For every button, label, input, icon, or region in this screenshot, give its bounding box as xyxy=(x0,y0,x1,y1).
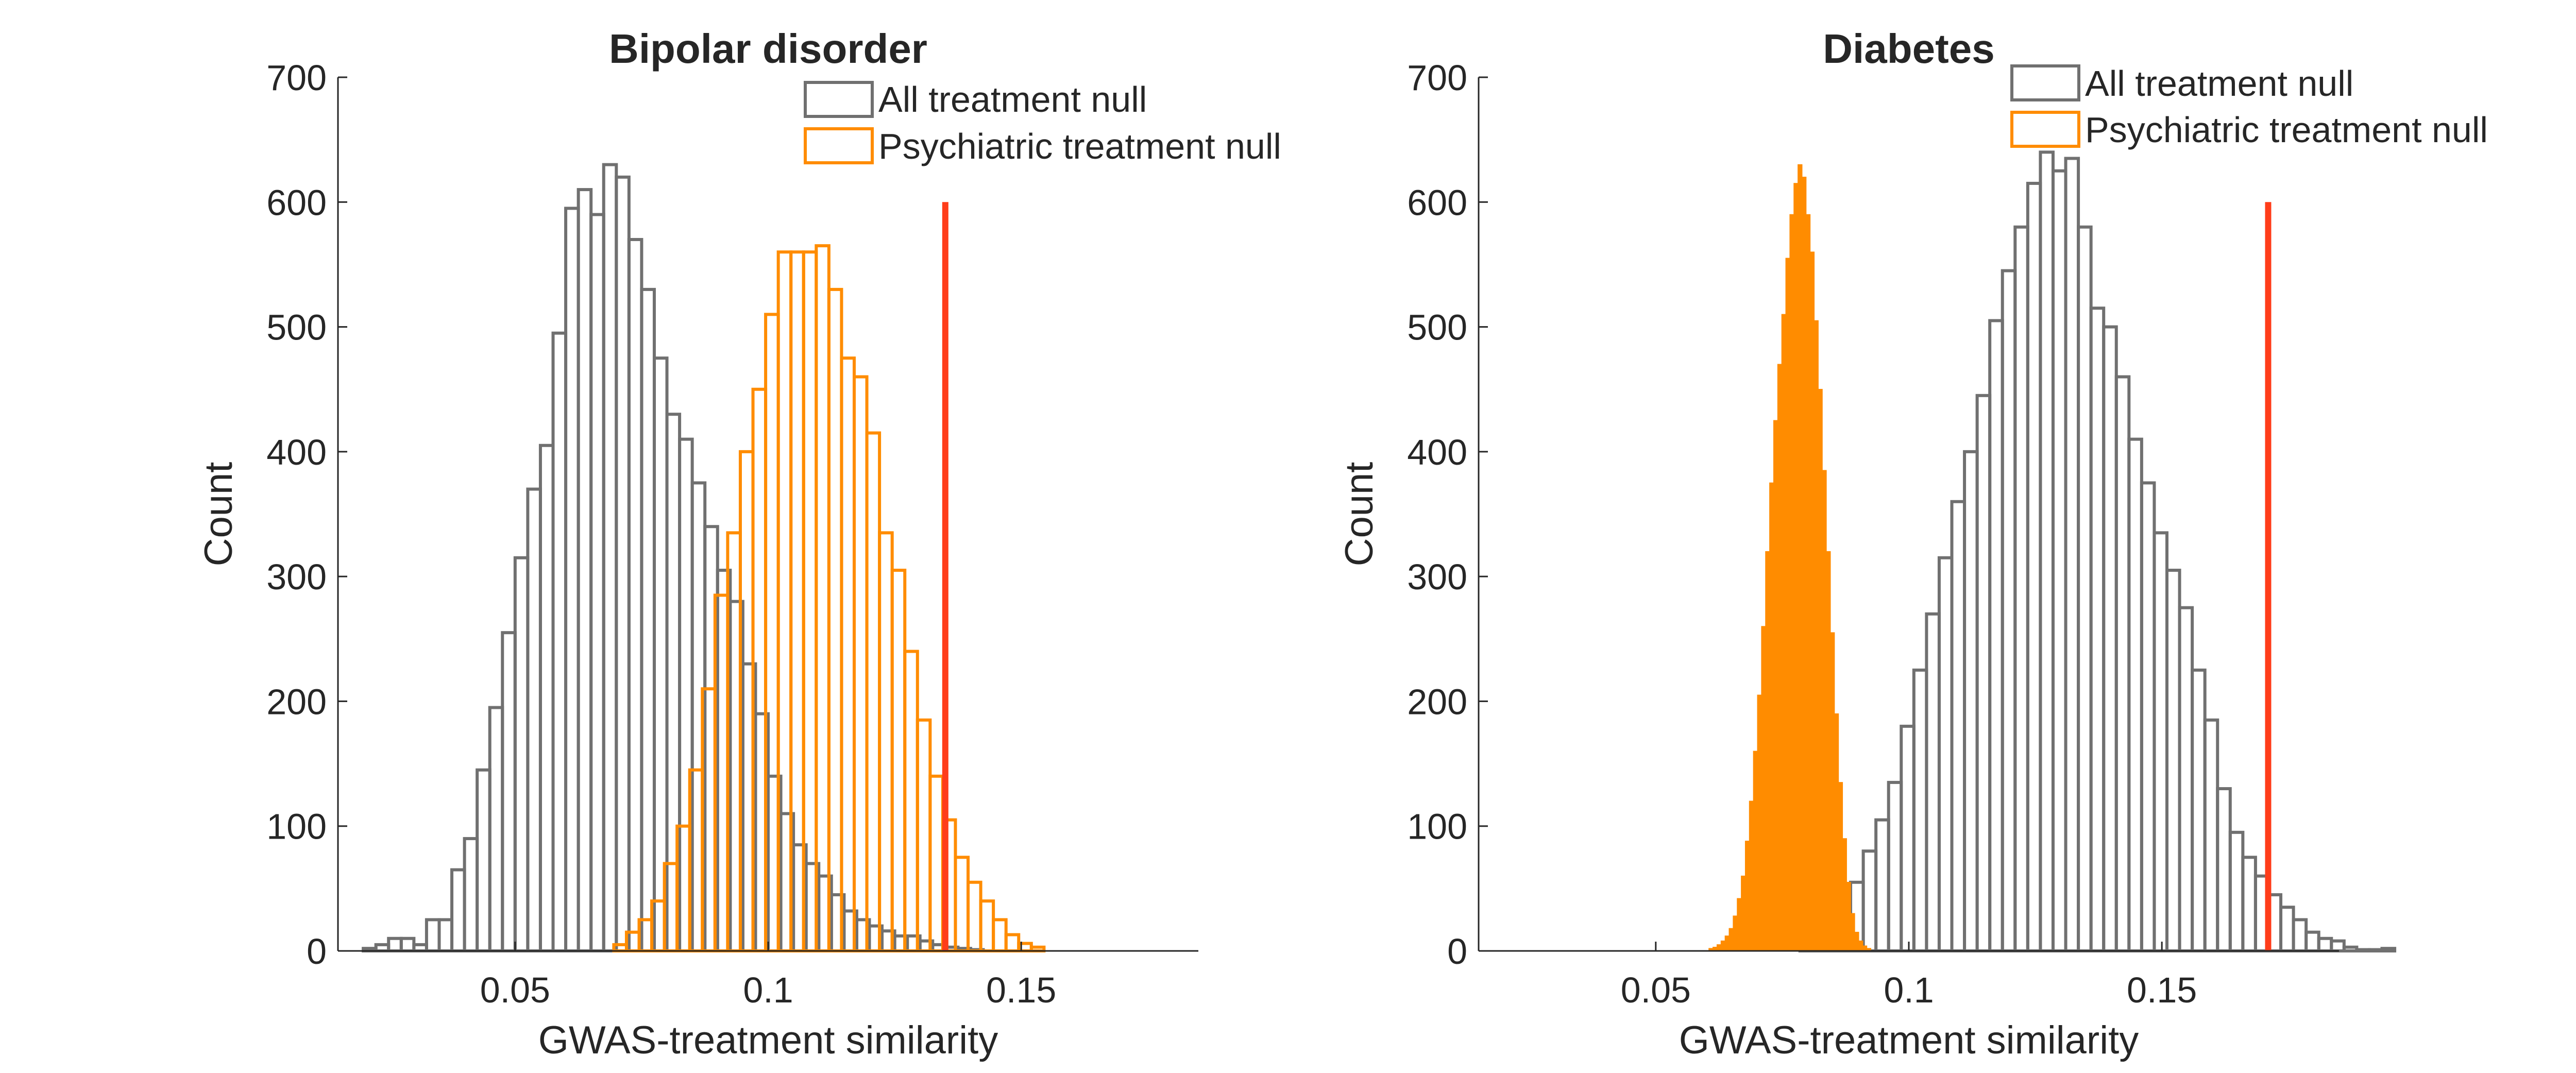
histogram-bar xyxy=(1801,177,1807,951)
histogram-bar xyxy=(1769,482,1774,951)
histogram-bar xyxy=(2380,947,2397,953)
axis-ticks: 0 100 200 300 400 500 600 700 0.05 0.1 0.15 xyxy=(1407,58,2197,1010)
y-tick-label: 300 xyxy=(1407,557,1467,597)
x-tick-label: 0.1 xyxy=(1884,970,1934,1010)
y-tick-label: 200 xyxy=(266,682,327,722)
histogram-bar xyxy=(1773,420,1778,951)
histogram-bar xyxy=(1854,931,1859,951)
y-tick-label: 700 xyxy=(266,58,327,98)
histogram-bar xyxy=(2355,948,2371,953)
histogram-bar xyxy=(1822,470,1827,951)
x-tick-label: 0.15 xyxy=(986,970,1056,1010)
histogram-bar xyxy=(1834,713,1839,951)
y-tick-label: 400 xyxy=(1407,432,1467,472)
histogram-bar xyxy=(1785,258,1790,951)
y-tick-label: 0 xyxy=(1447,931,1467,972)
y-tick-label: 100 xyxy=(266,807,327,847)
legend-label-psychiatric-treatment-null: Psychiatric treatment null xyxy=(878,126,1281,166)
y-tick-label: 400 xyxy=(266,432,327,472)
legend: All treatment null Psychiatric treatment… xyxy=(2010,63,2488,150)
histogram-bar xyxy=(1805,214,1811,951)
histogram-bar xyxy=(1761,626,1766,951)
histogram-bar xyxy=(1733,915,1738,951)
histogram-bar xyxy=(1737,898,1742,951)
y-tick-label: 500 xyxy=(1407,308,1467,348)
y-axis-label: Count xyxy=(197,462,241,567)
series-psychiatric-treatment-null xyxy=(1708,164,1872,951)
histogram-bar xyxy=(1814,320,1819,951)
y-tick-label: 300 xyxy=(266,557,327,597)
histogram-bar xyxy=(1749,801,1754,951)
legend-swatch-all-treatment-null xyxy=(2010,64,2080,101)
legend-label-psychiatric-treatment-null: Psychiatric treatment null xyxy=(2085,110,2488,150)
histogram-bar xyxy=(1809,251,1815,951)
histogram-bar xyxy=(1838,782,1843,951)
legend-label-all-treatment-null: All treatment null xyxy=(878,79,1147,120)
y-tick-label: 600 xyxy=(266,182,327,223)
x-axis-label: GWAS-treatment similarity xyxy=(538,1018,998,1062)
y-tick-label: 700 xyxy=(1407,58,1467,98)
histogram-bar xyxy=(1798,164,1803,951)
y-tick-label: 600 xyxy=(1407,182,1467,223)
histogram-bar xyxy=(1777,364,1783,951)
axis-ticks: 0 100 200 300 400 500 600 700 0.05 0.1 0.15 xyxy=(266,58,1056,1010)
x-tick-label: 0.05 xyxy=(1621,970,1691,1010)
chart-title: Diabetes xyxy=(1823,26,1994,72)
histogram-bar xyxy=(2367,948,2384,953)
legend-label-all-treatment-null: All treatment null xyxy=(2085,63,2353,104)
y-tick-label: 0 xyxy=(307,931,327,972)
histogram-bar xyxy=(1716,944,1722,951)
histogram-bar xyxy=(1842,838,1847,951)
histogram-bar xyxy=(1850,913,1855,951)
histogram-bar xyxy=(1826,551,1831,951)
x-tick-label: 0.05 xyxy=(480,970,550,1010)
chart-panel-diabetes: 0 100 200 300 400 500 600 700 0.05 0.1 0.15 Diabet… xyxy=(1337,26,2488,1062)
histogram-bar xyxy=(1753,751,1758,951)
histogram-bars xyxy=(1708,150,2397,953)
legend-swatch-all-treatment-null xyxy=(804,81,874,118)
histogram-bar xyxy=(1720,940,1726,951)
histogram-bar xyxy=(1757,694,1762,951)
x-tick-label: 0.1 xyxy=(743,970,793,1010)
chart-title: Bipolar disorder xyxy=(609,26,927,72)
histogram-bar xyxy=(1765,551,1770,951)
histogram-bar xyxy=(1744,841,1750,951)
histogram-bar xyxy=(1728,928,1734,951)
y-axis-label: Count xyxy=(1337,462,1381,567)
histogram-bar xyxy=(1858,940,1863,951)
histogram-bar xyxy=(1818,388,1823,951)
x-tick-label: 0.15 xyxy=(2127,970,2197,1010)
histogram-bar xyxy=(1793,183,1799,951)
histogram-bar xyxy=(1846,881,1851,951)
chart-panel-bipolar-disorder: 0 100 200 300 400 500 600 700 0.05 0.1 0.15 Bipola… xyxy=(197,26,1281,1062)
x-axis-label: GWAS-treatment similarity xyxy=(1679,1018,2139,1062)
histogram-bar xyxy=(1789,214,1794,951)
legend: All treatment null Psychiatric treatment… xyxy=(804,79,1281,166)
y-tick-label: 100 xyxy=(1407,807,1467,847)
legend-swatch-psychiatric-treatment-null xyxy=(804,127,874,164)
histogram-bar xyxy=(1741,875,1746,951)
histogram-bar xyxy=(1781,314,1787,951)
y-tick-label: 200 xyxy=(1407,682,1467,722)
histogram-bar xyxy=(1724,935,1730,951)
histogram-bar xyxy=(1829,632,1835,951)
legend-swatch-psychiatric-treatment-null xyxy=(2010,111,2080,148)
y-tick-label: 500 xyxy=(266,308,327,348)
